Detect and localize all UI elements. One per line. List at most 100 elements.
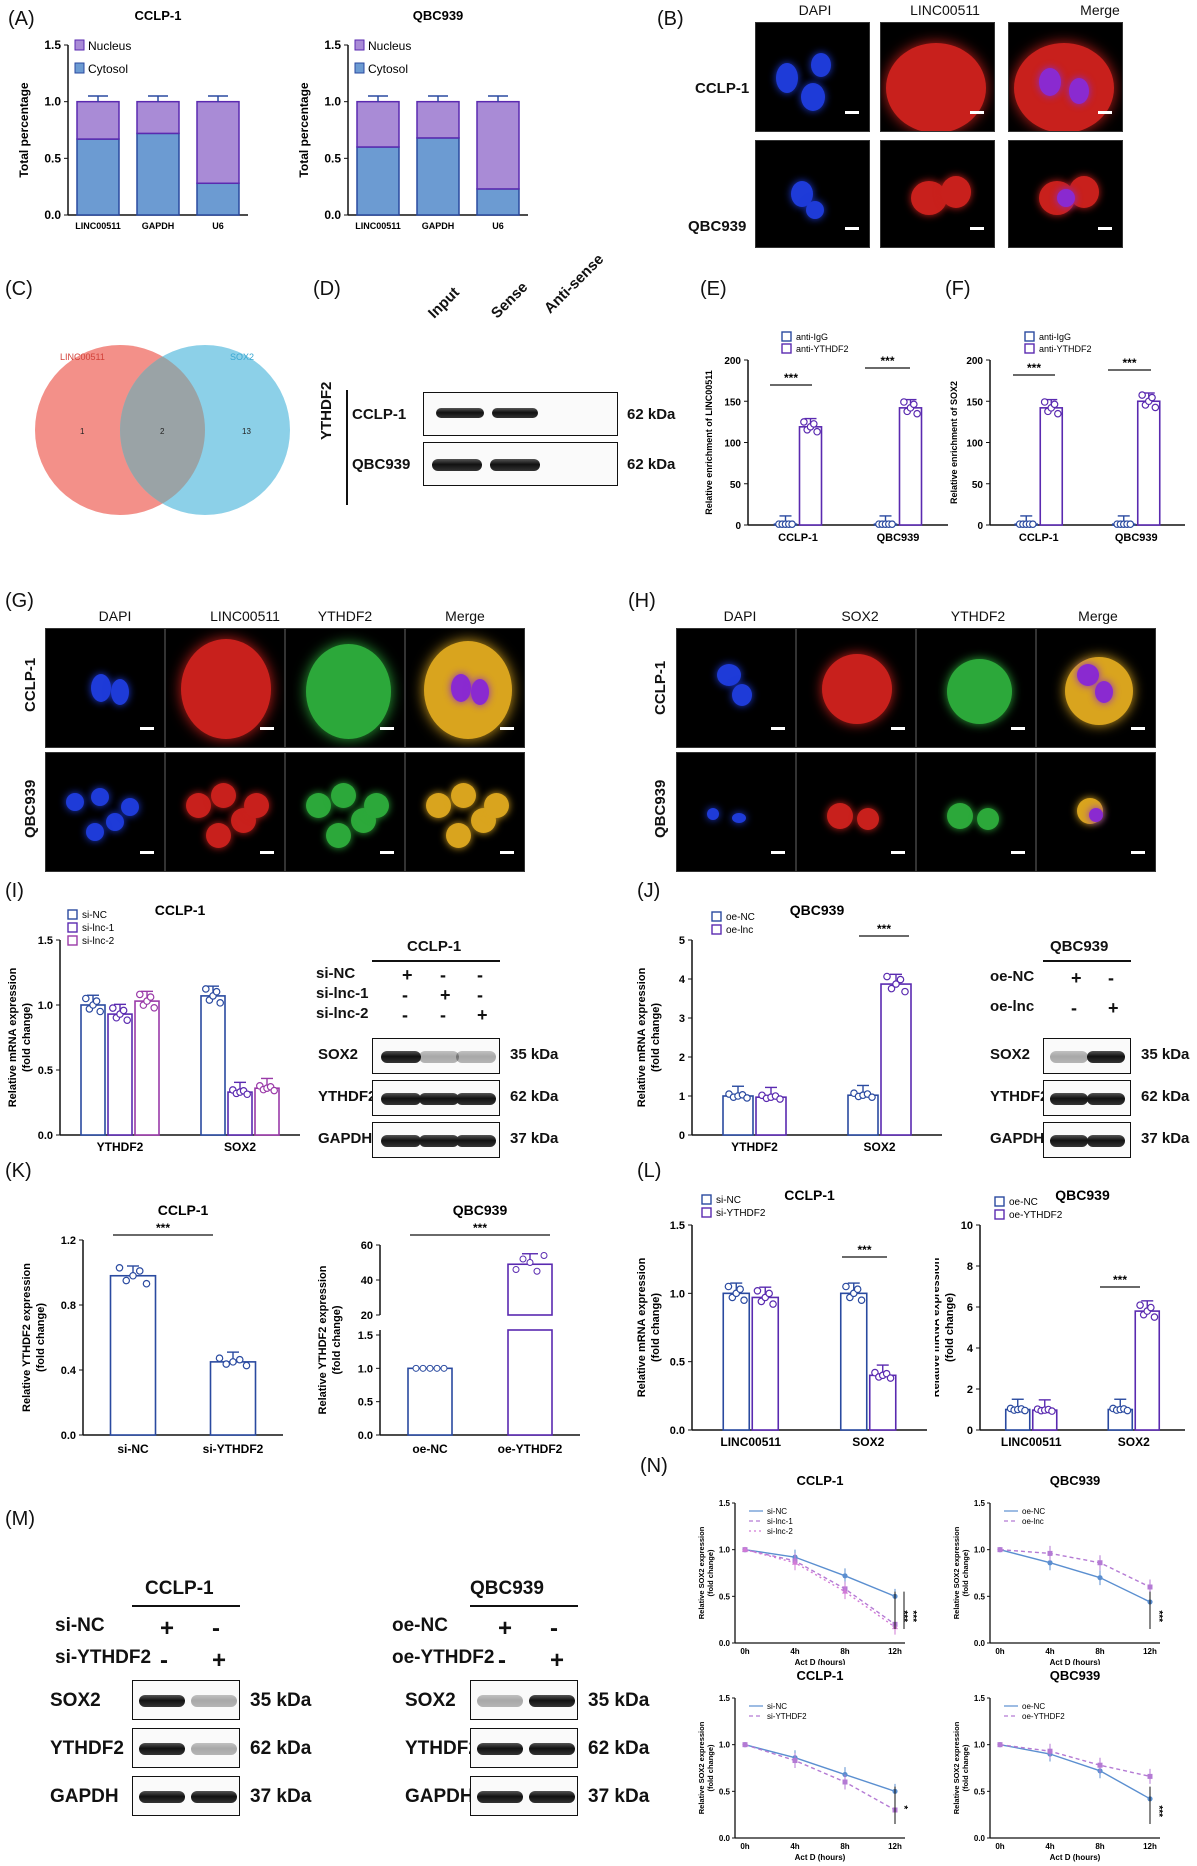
wb-j-blot-gapdh bbox=[1043, 1122, 1131, 1158]
data-point bbox=[769, 1300, 777, 1308]
cell-signal bbox=[446, 823, 471, 848]
g-tile-cclp1-ythdf2 bbox=[285, 628, 405, 748]
y-tick-label: 3 bbox=[679, 1013, 685, 1025]
bar-nucleus bbox=[356, 100, 400, 148]
legend-swatch bbox=[781, 343, 792, 354]
data-point bbox=[540, 1252, 548, 1259]
scale-bar bbox=[845, 111, 859, 114]
panel-letter-g: (G) bbox=[5, 590, 34, 612]
wb-m2-blot-gapdh bbox=[470, 1776, 578, 1816]
data-point bbox=[724, 1282, 733, 1291]
legend-swatch bbox=[67, 909, 78, 920]
panel-letter-f: (F) bbox=[945, 278, 971, 300]
data-point bbox=[997, 1547, 1003, 1553]
bar-si-nc bbox=[80, 1004, 106, 1136]
y-label-group: Total percentage bbox=[297, 82, 311, 177]
venn-count-overlap: 2 bbox=[160, 427, 165, 436]
cell-signal bbox=[331, 783, 356, 808]
x-tick-label: 8h bbox=[840, 1647, 849, 1656]
cell-signal bbox=[484, 793, 509, 818]
band bbox=[419, 1051, 459, 1063]
bar-si-lnc-1 bbox=[107, 1013, 133, 1136]
wb-i-sign: - bbox=[402, 985, 408, 1005]
y-tick-label: 0.0 bbox=[44, 208, 61, 222]
chart-title: QBC939 bbox=[1050, 1473, 1101, 1488]
legend-label: oe-YTHDF2 bbox=[1022, 1712, 1065, 1721]
sig-stars: *** bbox=[1153, 1805, 1164, 1817]
data-point bbox=[135, 1267, 144, 1275]
y-tick-label: 1.0 bbox=[719, 1546, 731, 1555]
h-tile-qbc939-dapi bbox=[676, 752, 796, 872]
d-blot-cclp1 bbox=[423, 392, 618, 436]
data-point bbox=[426, 1364, 434, 1372]
data-point bbox=[868, 1093, 876, 1102]
band bbox=[191, 1695, 237, 1707]
h-tile-qbc939-sox2 bbox=[796, 752, 916, 872]
bar-oe-lnc bbox=[880, 983, 912, 1136]
data-point bbox=[742, 1546, 748, 1552]
y-tick-label: 60 bbox=[361, 1240, 373, 1252]
x-axis-label: Act D (hours) bbox=[1050, 1658, 1101, 1665]
cell-signal bbox=[732, 684, 752, 706]
legend-swatch bbox=[781, 331, 792, 342]
data-point bbox=[212, 987, 221, 996]
cell-signal bbox=[1077, 664, 1099, 686]
b-title-dapi: DAPI bbox=[798, 2, 832, 18]
y-tick-label: 0.5 bbox=[974, 1787, 986, 1796]
b-tile-cclp1-merge bbox=[1008, 22, 1123, 132]
scale-bar bbox=[970, 111, 984, 114]
sig-stars: *** bbox=[1122, 356, 1136, 370]
y-axis-label-unit: (fold change) bbox=[706, 1549, 715, 1597]
scale-bar bbox=[140, 851, 154, 854]
wb-m2-protein-sox2: SOX2 bbox=[405, 1690, 456, 1711]
wb-j-sign: - bbox=[1108, 968, 1114, 988]
d-blot-qbc939 bbox=[423, 442, 618, 486]
h-row-qbc939: QBC939 bbox=[652, 779, 669, 838]
h-tile-cclp1-merge bbox=[1036, 628, 1156, 748]
chart-title: QBC939 bbox=[413, 10, 464, 23]
data-point bbox=[1138, 391, 1146, 399]
cell-signal bbox=[791, 181, 813, 207]
cell-signal bbox=[1089, 808, 1103, 822]
y-label-group: Relative mRNA expression(fold change) bbox=[8, 967, 33, 1107]
y-tick-label: 2 bbox=[967, 1384, 973, 1396]
h-row-cclp1: CCLP-1 bbox=[652, 660, 669, 715]
data-point bbox=[887, 984, 896, 993]
legend-swatch-nucleus bbox=[354, 39, 365, 51]
y-tick-label: 1.5 bbox=[974, 1499, 986, 1508]
data-point bbox=[92, 997, 101, 1005]
scale-bar bbox=[380, 851, 394, 854]
y-tick-label: 1.0 bbox=[670, 1288, 685, 1300]
data-point bbox=[740, 1296, 748, 1304]
panel-letter-c: (C) bbox=[5, 278, 33, 300]
x-tick-label: GAPDH bbox=[142, 221, 175, 231]
y-tick-label: 1.5 bbox=[719, 1694, 731, 1703]
data-point bbox=[115, 1263, 124, 1272]
wb-j-title: QBC939 bbox=[1050, 938, 1109, 955]
y-axis-label: Relative SOX2 expression bbox=[952, 1721, 961, 1814]
d-bracket bbox=[346, 390, 348, 505]
panel-letter-l: (L) bbox=[637, 1160, 662, 1182]
scale-bar bbox=[771, 851, 785, 854]
series-line-si-nc bbox=[744, 1743, 896, 1792]
y-tick-label: 1.0 bbox=[44, 95, 61, 109]
venn-count-left: 1 bbox=[80, 427, 85, 436]
wb-i-sign: - bbox=[440, 965, 446, 985]
y-axis-label: Total percentage bbox=[297, 82, 311, 177]
cell-signal bbox=[326, 823, 351, 848]
d-band-input bbox=[432, 459, 482, 471]
y-axis-label-unit: (fold change) bbox=[35, 1303, 47, 1372]
b-tile-qbc939-linc bbox=[880, 140, 995, 248]
scale-bar bbox=[845, 227, 859, 230]
y-label-group: Relative SOX2 expression (fold change) bbox=[697, 1526, 715, 1619]
x-tick-label: GAPDH bbox=[422, 221, 455, 231]
y-tick-label: 1.0 bbox=[719, 1741, 731, 1750]
band bbox=[381, 1135, 421, 1147]
legend-label-cytosol: Cytosol bbox=[368, 62, 408, 76]
h-tile-cclp1-sox2 bbox=[796, 628, 916, 748]
x-tick-label: 4h bbox=[1045, 1647, 1054, 1656]
legend-label: si-lnc-1 bbox=[767, 1517, 793, 1526]
venn-right-label: SOX2 bbox=[230, 352, 254, 362]
legend-label: si-lnc-1 bbox=[82, 923, 115, 934]
bar-cytosol bbox=[356, 146, 400, 216]
